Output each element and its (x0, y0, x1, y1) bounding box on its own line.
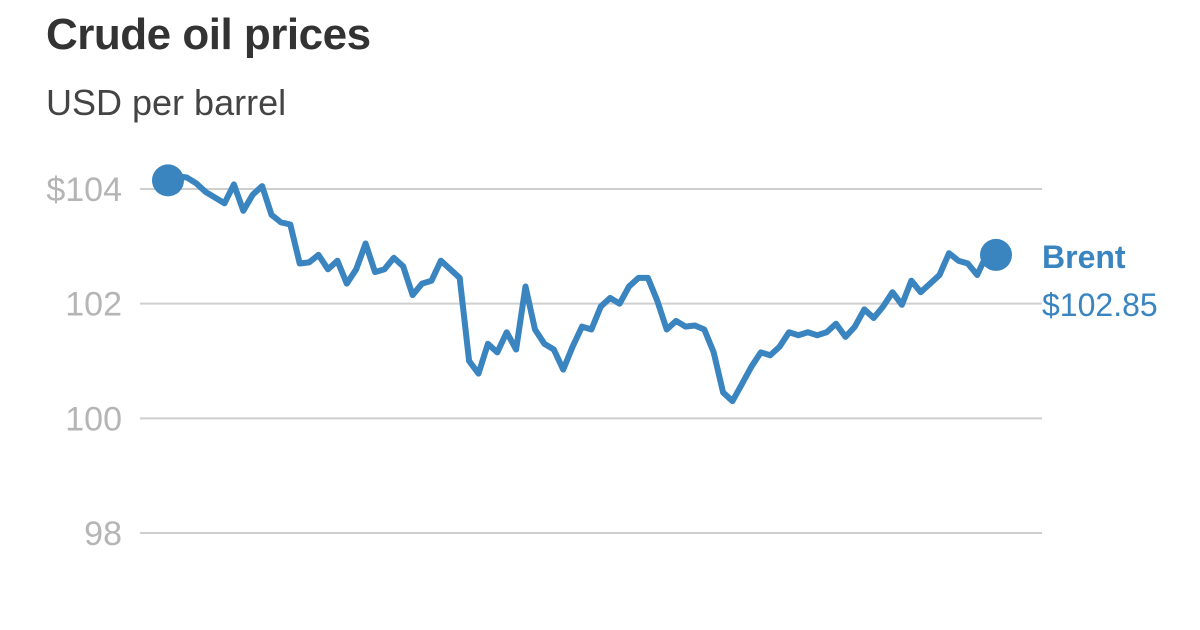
end-label-group: Brent $102.85 (1042, 239, 1158, 323)
series-name-label: Brent (1042, 239, 1126, 275)
y-tick-label: 98 (84, 515, 122, 553)
y-tick-label: 102 (65, 286, 122, 324)
series-line-brent (165, 173, 999, 405)
series-layer (152, 164, 1012, 405)
end-point-marker (980, 238, 1012, 271)
start-point-marker (152, 164, 184, 197)
y-tick-label: 100 (65, 400, 122, 438)
y-tick-label: $104 (46, 171, 122, 209)
chart-title: Crude oil prices (46, 10, 371, 59)
chart-subtitle: USD per barrel (46, 82, 287, 123)
series-end-value-label: $102.85 (1042, 287, 1158, 323)
grid-layer (140, 188, 1042, 534)
y-axis: $104 102 100 98 (46, 171, 122, 553)
